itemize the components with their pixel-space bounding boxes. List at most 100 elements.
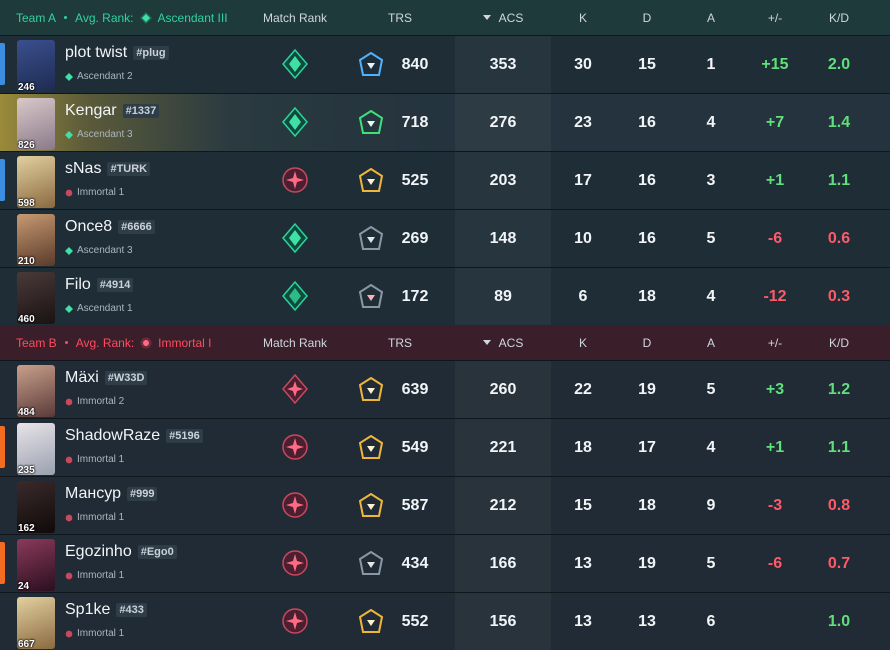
agent-portrait [17, 423, 55, 475]
agent-portrait [17, 272, 55, 324]
trs-tier-icon [358, 168, 384, 192]
player-name[interactable]: Sp1ke #433 [65, 601, 147, 619]
player-row[interactable]: 484 Mäxi #W33D Immortal 2 639 260 22 19 … [0, 360, 890, 418]
plus-minus-value: -6 [767, 229, 783, 247]
col-kd[interactable]: K/D [828, 335, 849, 350]
player-rank: Immortal 1 [65, 512, 124, 523]
player-name[interactable]: ShadowRaze #5196 [65, 427, 203, 445]
avatar[interactable]: 598 [17, 156, 55, 208]
acs-highlight [455, 535, 551, 592]
team-b-avg-rank: Immortal I [158, 335, 212, 350]
player-name[interactable]: Once8 #6666 [65, 218, 155, 236]
col-acs[interactable]: ACS [455, 0, 551, 35]
player-row[interactable]: 598 sNas #TURK Immortal 1 525 203 17 16 … [0, 151, 890, 209]
player-row[interactable]: 162 Мансур #999 Immortal 1 587 212 15 18… [0, 476, 890, 534]
avatar[interactable]: 826 [17, 98, 55, 150]
player-row[interactable]: 210 Once8 #6666 Ascendant 3 269 148 10 1… [0, 209, 890, 267]
player-tag: #4914 [96, 278, 134, 292]
acs-highlight [455, 268, 551, 325]
player-row[interactable]: 246 plot twist #plug Ascendant 2 840 353… [0, 35, 890, 93]
immortal-rank-badge-icon [282, 434, 308, 460]
trs-tier-icon [358, 226, 384, 250]
player-name-text: Мансур [65, 485, 121, 502]
assists-value: 3 [706, 171, 716, 189]
team-a-label: Team A [16, 10, 57, 25]
acs-value: 156 [489, 612, 517, 630]
player-name[interactable]: Filo #4914 [65, 276, 134, 294]
player-rank-text: Ascendant 2 [77, 71, 133, 82]
agent-portrait [17, 40, 55, 92]
deaths-value: 18 [638, 496, 656, 514]
kd-value: 1.4 [827, 113, 851, 131]
col-kd[interactable]: K/D [828, 10, 849, 25]
avatar[interactable]: 162 [17, 481, 55, 533]
account-level: 598 [18, 198, 35, 208]
player-row[interactable]: 24 Egozinho #Ego0 Immortal 1 434 166 13 … [0, 534, 890, 592]
account-level: 246 [18, 82, 35, 92]
col-plus-minus[interactable]: +/- [767, 10, 783, 25]
player-name[interactable]: Kengar #1337 [65, 102, 160, 120]
team-a-header: Team A Avg. Rank: Ascendant III Match Ra… [0, 0, 890, 35]
col-k[interactable]: K [578, 10, 587, 25]
player-row[interactable]: 235 ShadowRaze #5196 Immortal 1 549 221 … [0, 418, 890, 476]
avatar[interactable]: 210 [17, 214, 55, 266]
deaths-value: 19 [638, 554, 656, 572]
avatar[interactable]: 460 [17, 272, 55, 324]
player-name[interactable]: Mäxi #W33D [65, 369, 148, 387]
immortal-rank-badge-icon [282, 550, 308, 576]
trs-value: 269 [401, 229, 429, 247]
player-tag: #999 [126, 487, 158, 501]
acs-value: 203 [489, 171, 517, 189]
col-d[interactable]: D [642, 10, 652, 25]
player-name[interactable]: plot twist #plug [65, 44, 169, 62]
avatar[interactable]: 235 [17, 423, 55, 475]
trs-tier-icon [358, 110, 384, 134]
trs-tier-icon [358, 435, 384, 459]
col-acs-label: ACS [498, 10, 524, 25]
trs-tier-icon [358, 493, 384, 517]
col-match-rank[interactable]: Match Rank [262, 10, 328, 25]
sort-caret-icon [482, 340, 491, 345]
col-plus-minus[interactable]: +/- [767, 335, 783, 350]
col-trs[interactable]: TRS [388, 10, 412, 25]
col-trs[interactable]: TRS [388, 335, 412, 350]
player-row[interactable]: 460 Filo #4914 Ascendant 1 172 89 6 18 4… [0, 267, 890, 325]
avatar[interactable]: 24 [17, 539, 55, 591]
immortal-rank-badge-icon [282, 492, 308, 518]
col-k[interactable]: K [578, 335, 587, 350]
player-rank: Immortal 1 [65, 454, 124, 465]
avatar[interactable]: 667 [17, 597, 55, 649]
player-row[interactable]: 667 Sp1ke #433 Immortal 1 552 156 13 13 … [0, 592, 890, 650]
sort-caret-icon [482, 15, 491, 20]
avatar[interactable]: 246 [17, 40, 55, 92]
team-b-avg-rank-label: Avg. Rank: [75, 335, 135, 350]
assists-value: 5 [706, 554, 716, 572]
player-rank: Immortal 1 [65, 570, 124, 581]
col-a[interactable]: A [706, 10, 715, 25]
player-name[interactable]: sNas #TURK [65, 160, 151, 178]
col-match-rank[interactable]: Match Rank [262, 335, 328, 350]
acs-value: 221 [489, 438, 517, 456]
col-acs[interactable]: ACS [455, 325, 551, 360]
col-d[interactable]: D [642, 335, 652, 350]
plus-minus-value: -6 [767, 554, 783, 572]
ascendant-rank-badge-icon [282, 107, 308, 137]
assists-value: 4 [706, 287, 716, 305]
player-row[interactable]: 826 Kengar #1337 Ascendant 3 718 276 23 … [0, 93, 890, 151]
assists-value: 9 [706, 496, 716, 514]
deaths-value: 16 [638, 229, 656, 247]
player-name[interactable]: Egozinho #Ego0 [65, 543, 177, 561]
deaths-value: 13 [638, 612, 656, 630]
agent-portrait [17, 156, 55, 208]
immortal-rank-icon [65, 398, 73, 405]
immortal-rank-icon [65, 630, 73, 637]
acs-value: 353 [489, 55, 517, 73]
avatar[interactable]: 484 [17, 365, 55, 417]
col-a[interactable]: A [706, 335, 715, 350]
immortal-rank-icon [140, 337, 152, 348]
player-rank-text: Ascendant 3 [77, 245, 133, 256]
player-name[interactable]: Мансур #999 [65, 485, 158, 503]
party-marker [0, 43, 5, 85]
immortal-rank-badge-icon [282, 167, 308, 193]
assists-value: 4 [706, 113, 716, 131]
